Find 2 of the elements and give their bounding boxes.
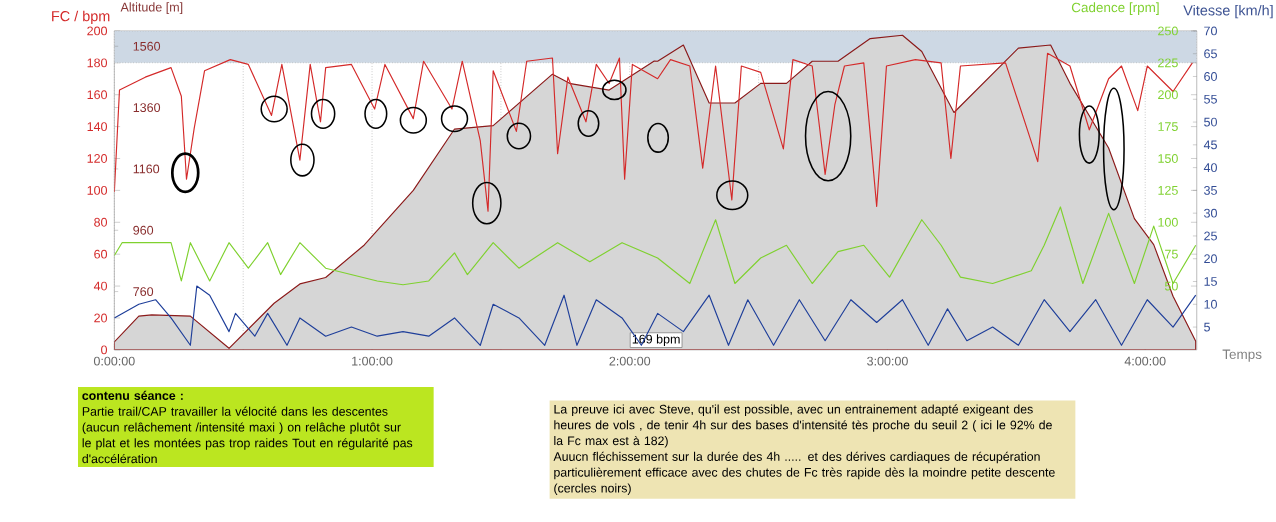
line-series [114, 52, 1193, 212]
line-series [114, 285, 1197, 346]
